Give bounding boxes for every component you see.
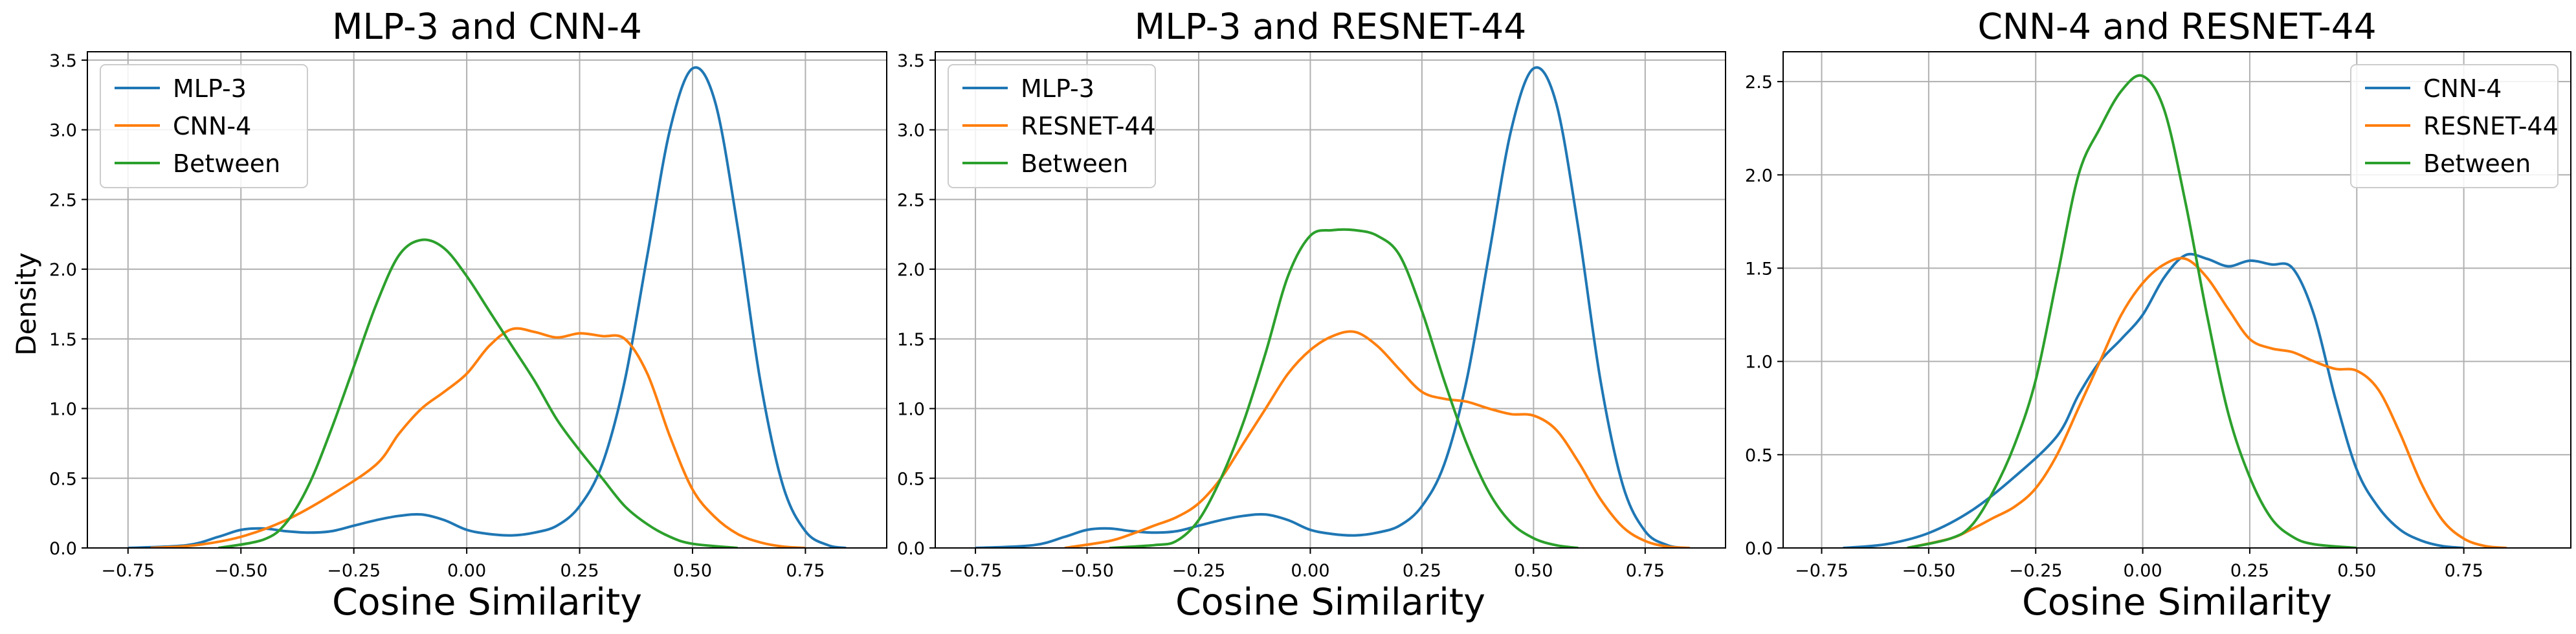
y-tick-label: 1.5 [1745,259,1773,279]
y-tick-label: 3.0 [897,121,925,141]
x-tick-label: 0.50 [2337,561,2376,581]
plot-frame [935,51,1726,549]
chart-panel-3: −0.75 −0.50 −0.25 0.00 0.25 0.50 0.75 0.0 0.5 1.0… [1745,6,2571,624]
y-tick-label: 2.5 [1745,72,1773,93]
y-tick-label: 1.0 [49,400,77,420]
y-tick-label: 0.0 [49,539,77,559]
y-tick-label: 1.0 [1745,353,1773,373]
series-line-resnet-44 [1907,257,2507,548]
x-tick-label: −0.75 [101,561,155,581]
y-tick-label: 2.5 [49,190,77,210]
series-line-between [1109,228,1579,548]
series-line-between [217,238,738,548]
x-tick-label: −0.75 [949,561,1003,581]
x-tick-label: −0.50 [1902,561,1956,581]
x-tick-label: 0.50 [1514,561,1553,581]
y-tick-label: 2.0 [897,260,925,280]
x-tick-label: −0.25 [2009,561,2063,581]
x-axis-label: Cosine Similarity [332,581,642,624]
legend-label: MLP-3 [173,74,247,103]
legend-label: RESNET-44 [2423,112,2559,140]
y-tick-label: 3.0 [49,121,77,141]
series-line-between [1907,74,2357,548]
legend-label: Between [1021,149,1128,178]
x-tick-label: 0.25 [560,561,599,581]
x-tick-label: 0.75 [2445,561,2483,581]
x-tick-label: 0.25 [2230,561,2269,581]
plot-frame [1782,51,2571,549]
x-tick-label: −0.50 [1060,561,1114,581]
y-tick-label: 2.0 [1745,166,1773,186]
legend: MLP-3 RESNET-44 Between [948,64,1156,188]
x-tick-label: −0.25 [327,561,381,581]
series-line-mlp-3 [128,66,847,548]
legend-label: MLP-3 [1021,74,1094,103]
x-tick-label: −0.50 [214,561,268,581]
x-tick-label: 0.00 [2124,561,2162,581]
legend: CNN-4 RESNET-44 Between [2350,64,2559,188]
x-tick-label: 0.00 [1291,561,1329,581]
x-axis-label: Cosine Similarity [2022,581,2332,624]
series-line-cnn-4 [150,327,806,548]
y-tick-label: 0.5 [49,469,77,489]
x-tick-label: −0.25 [1172,561,1226,581]
x-tick-label: −0.75 [1795,561,1849,581]
y-tick-label: 0.0 [897,539,925,559]
series-line-mlp-3 [975,66,1686,548]
legend: MLP-3 CNN-4 Between [100,64,308,188]
legend-box [100,64,308,188]
legend-label: CNN-4 [2423,74,2502,103]
legend-label: RESNET-44 [1021,112,1156,140]
series-line-cnn-4 [1843,252,2464,548]
y-tick-label: 1.5 [897,330,925,350]
chart-title: MLP-3 and CNN-4 [332,6,642,47]
x-tick-label: 0.00 [447,561,486,581]
y-tick-label: 0.5 [897,469,925,489]
legend-box [2350,64,2559,188]
y-tick-label: 2.5 [897,190,925,210]
y-tick-label: 3.5 [897,51,925,71]
series-line-resnet-44 [1064,330,1690,548]
y-tick-label: 1.5 [49,330,77,350]
chart-title: CNN-4 and RESNET-44 [1977,6,2376,47]
legend-label: Between [2423,149,2531,178]
chart-panel-1: −0.75 −0.50 −0.25 0.00 0.25 0.50 0.75 0.0 0.5 1.0… [49,6,887,624]
x-tick-label: 0.25 [1403,561,1441,581]
chart-panel-2: −0.75 −0.50 −0.25 0.00 0.25 0.50 0.75 0.0 0.5 1.0… [897,6,1726,624]
legend-box [948,64,1156,188]
x-tick-label: 0.75 [786,561,825,581]
plot-frame [87,51,887,549]
y-tick-label: 1.0 [897,400,925,420]
y-tick-label: 3.5 [49,51,77,71]
chart-title: MLP-3 and RESNET-44 [1135,6,1526,47]
y-tick-label: 0.5 [1745,446,1773,466]
legend-label: CNN-4 [173,112,251,140]
legend-label: Between [173,149,280,178]
y-tick-label: 0.0 [1745,539,1773,559]
y-tick-label: 2.0 [49,260,77,280]
x-axis-label: Cosine Similarity [1175,581,1485,624]
x-tick-label: 0.50 [673,561,712,581]
y-axis-label: Density [10,252,42,356]
x-tick-label: 0.75 [1626,561,1665,581]
